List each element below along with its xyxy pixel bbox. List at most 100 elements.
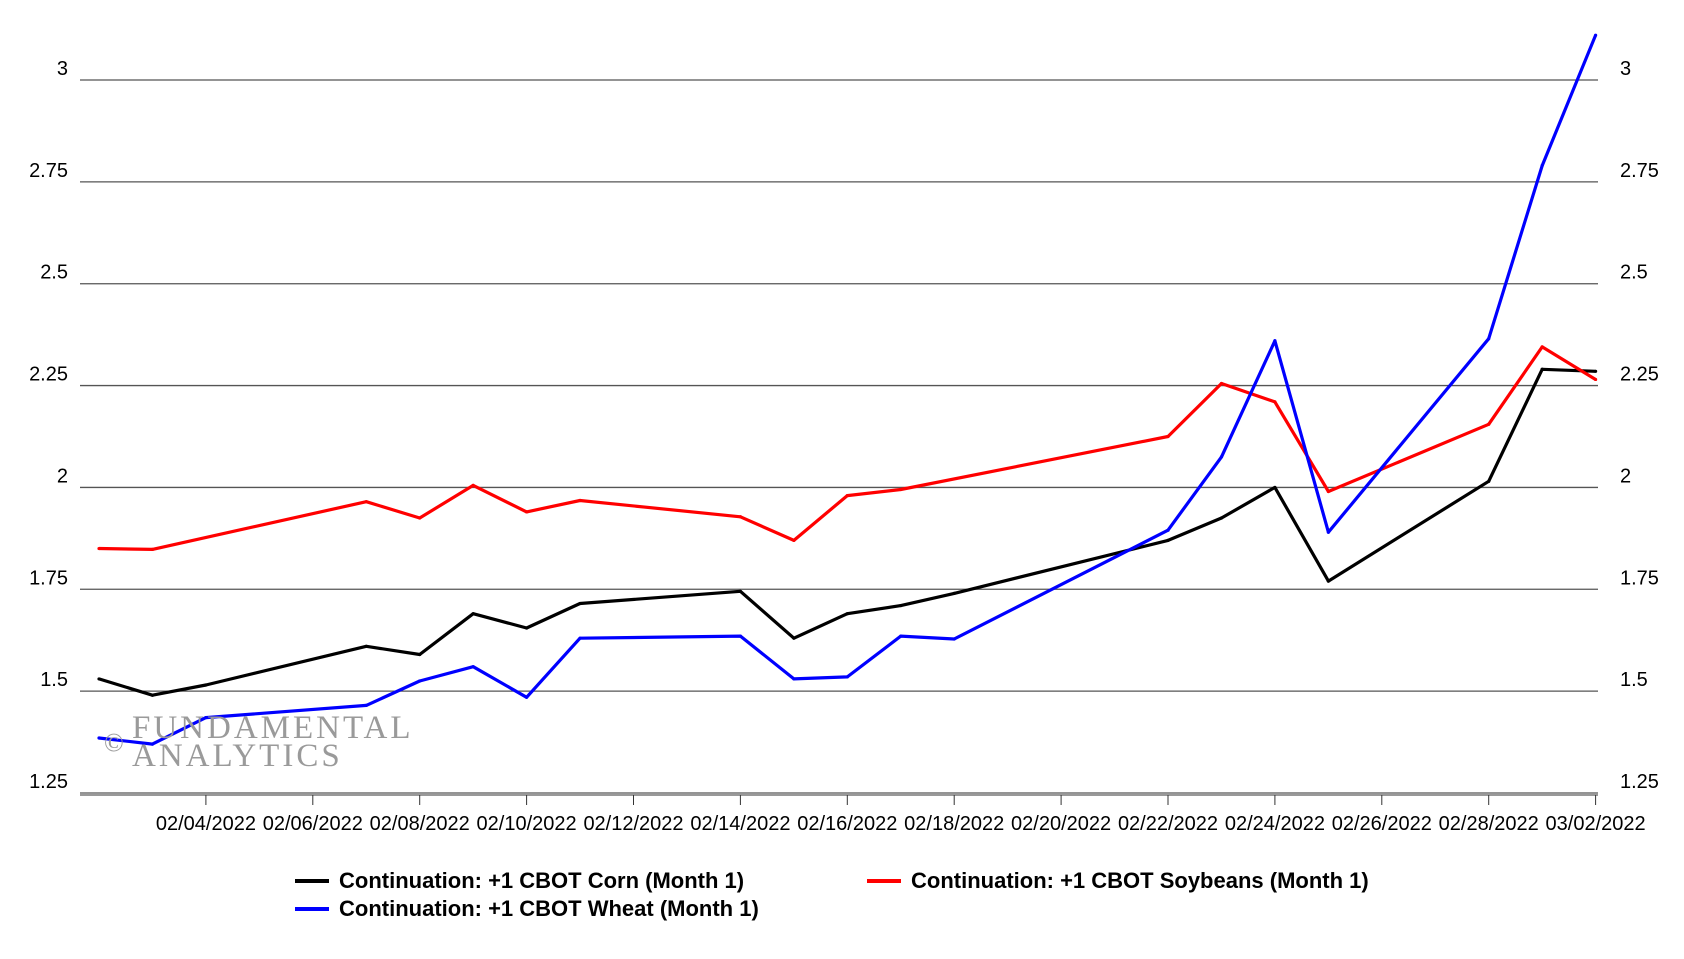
data-point — [97, 736, 101, 740]
data-point — [1594, 377, 1598, 382]
data-point — [1219, 516, 1224, 520]
series-line-2 — [98, 34, 1598, 746]
data-point — [204, 683, 208, 687]
data-point — [1273, 339, 1277, 343]
legend-swatch-wheat — [295, 907, 329, 911]
y-tick-label-left: 2.5 — [40, 262, 68, 284]
x-tick-label: 02/18/2022 — [904, 813, 1004, 835]
data-point — [1594, 369, 1598, 373]
x-tick-label: 02/04/2022 — [156, 813, 256, 835]
data-point — [845, 612, 849, 616]
legend-item-corn: Continuation: +1 CBOT Corn (Month 1) — [295, 868, 744, 894]
data-point — [952, 637, 956, 641]
legend-label-corn: Continuation: +1 CBOT Corn (Month 1) — [339, 868, 745, 893]
data-point — [1487, 479, 1491, 483]
data-point — [418, 652, 422, 657]
x-tick-label: 02/26/2022 — [1332, 813, 1432, 835]
data-point — [1326, 489, 1330, 494]
data-point — [97, 677, 101, 681]
data-point — [418, 516, 422, 520]
data-point — [1594, 33, 1598, 37]
series-lines — [97, 33, 1598, 746]
data-point — [1540, 163, 1544, 168]
y-tick-label-right: 2.75 — [1620, 160, 1659, 182]
data-point — [738, 634, 743, 638]
x-tick-label: 02/22/2022 — [1118, 813, 1218, 835]
y-tick-label-right: 1.25 — [1620, 771, 1659, 793]
x-tick-label: 02/10/2022 — [477, 813, 577, 835]
data-point — [150, 742, 155, 746]
data-point — [578, 498, 582, 503]
data-point — [1219, 455, 1224, 459]
data-point — [364, 500, 368, 504]
data-point — [1219, 381, 1224, 386]
series-line-0 — [98, 367, 1596, 697]
data-point — [150, 693, 155, 697]
y-tick-label-left: 1.25 — [29, 771, 68, 793]
y-tick-label-left: 1.75 — [29, 567, 68, 589]
data-point — [1540, 345, 1544, 349]
y-axis-right: 1.25 1.5 1.75 2 2.25 2.5 2.75 3 — [1620, 58, 1659, 793]
legend-swatch-corn — [295, 879, 329, 883]
y-tick-label-left: 2.75 — [29, 160, 68, 182]
data-point — [150, 547, 155, 551]
data-point — [1166, 538, 1170, 542]
x-tick-label: 02/28/2022 — [1439, 813, 1539, 835]
gridlines — [80, 79, 1598, 794]
data-point — [1166, 528, 1170, 532]
x-tick-label: 02/16/2022 — [797, 813, 897, 835]
legend-label-soybeans: Continuation: +1 CBOT Soybeans (Month 1) — [911, 868, 1369, 893]
data-point — [1487, 337, 1491, 341]
watermark-line2: ANALYTICS — [132, 738, 343, 774]
data-point — [525, 510, 529, 514]
series-line-1 — [98, 345, 1597, 552]
data-point — [899, 487, 903, 492]
data-point — [1326, 579, 1330, 583]
data-point — [845, 675, 849, 679]
y-axis-left: 1.25 1.5 1.75 2 2.25 2.5 2.75 3 — [29, 58, 68, 793]
y-tick-label-right: 1.5 — [1620, 669, 1648, 691]
y-tick-label-left: 3 — [57, 58, 68, 80]
x-tick-label: 02/20/2022 — [1011, 813, 1111, 835]
watermark-copyright: © — [104, 728, 127, 757]
legend-item-soybeans: Continuation: +1 CBOT Soybeans (Month 1) — [867, 868, 1369, 894]
data-point — [792, 538, 796, 542]
legend: Continuation: +1 CBOT Corn (Month 1) Con… — [295, 868, 1495, 938]
data-point — [1166, 434, 1170, 439]
legend-swatch-soybeans — [867, 879, 901, 883]
data-point — [525, 695, 529, 699]
data-point — [738, 589, 743, 593]
data-point — [845, 493, 849, 498]
data-point — [1273, 400, 1277, 404]
data-point — [471, 612, 475, 616]
y-tick-label-left: 2 — [57, 465, 68, 487]
y-tick-label-right: 2 — [1620, 465, 1631, 487]
data-point — [525, 626, 529, 630]
data-point — [1326, 530, 1330, 534]
data-point — [1487, 422, 1491, 426]
data-point — [204, 716, 208, 720]
data-point — [471, 665, 475, 669]
data-point — [952, 591, 956, 595]
data-point — [578, 601, 582, 606]
y-tick-label-left: 1.5 — [40, 669, 68, 691]
legend-label-wheat: Continuation: +1 CBOT Wheat (Month 1) — [339, 896, 759, 921]
data-point — [792, 636, 796, 640]
data-point — [364, 644, 368, 648]
y-tick-label-right: 2.5 — [1620, 262, 1648, 284]
legend-item-wheat: Continuation: +1 CBOT Wheat (Month 1) — [295, 896, 759, 922]
y-tick-label-right: 2.25 — [1620, 364, 1659, 386]
data-point — [899, 634, 903, 638]
x-tick-label: 02/14/2022 — [690, 813, 790, 835]
y-tick-label-right: 3 — [1620, 58, 1631, 80]
x-tick-label: 02/06/2022 — [263, 813, 363, 835]
data-point — [1273, 485, 1277, 490]
data-point — [418, 679, 422, 683]
data-point — [1540, 367, 1544, 371]
y-tick-label-left: 2.25 — [29, 364, 68, 386]
data-point — [578, 636, 582, 640]
data-point — [792, 677, 796, 681]
data-point — [738, 515, 743, 519]
x-tick-label: 03/02/2022 — [1546, 813, 1646, 835]
